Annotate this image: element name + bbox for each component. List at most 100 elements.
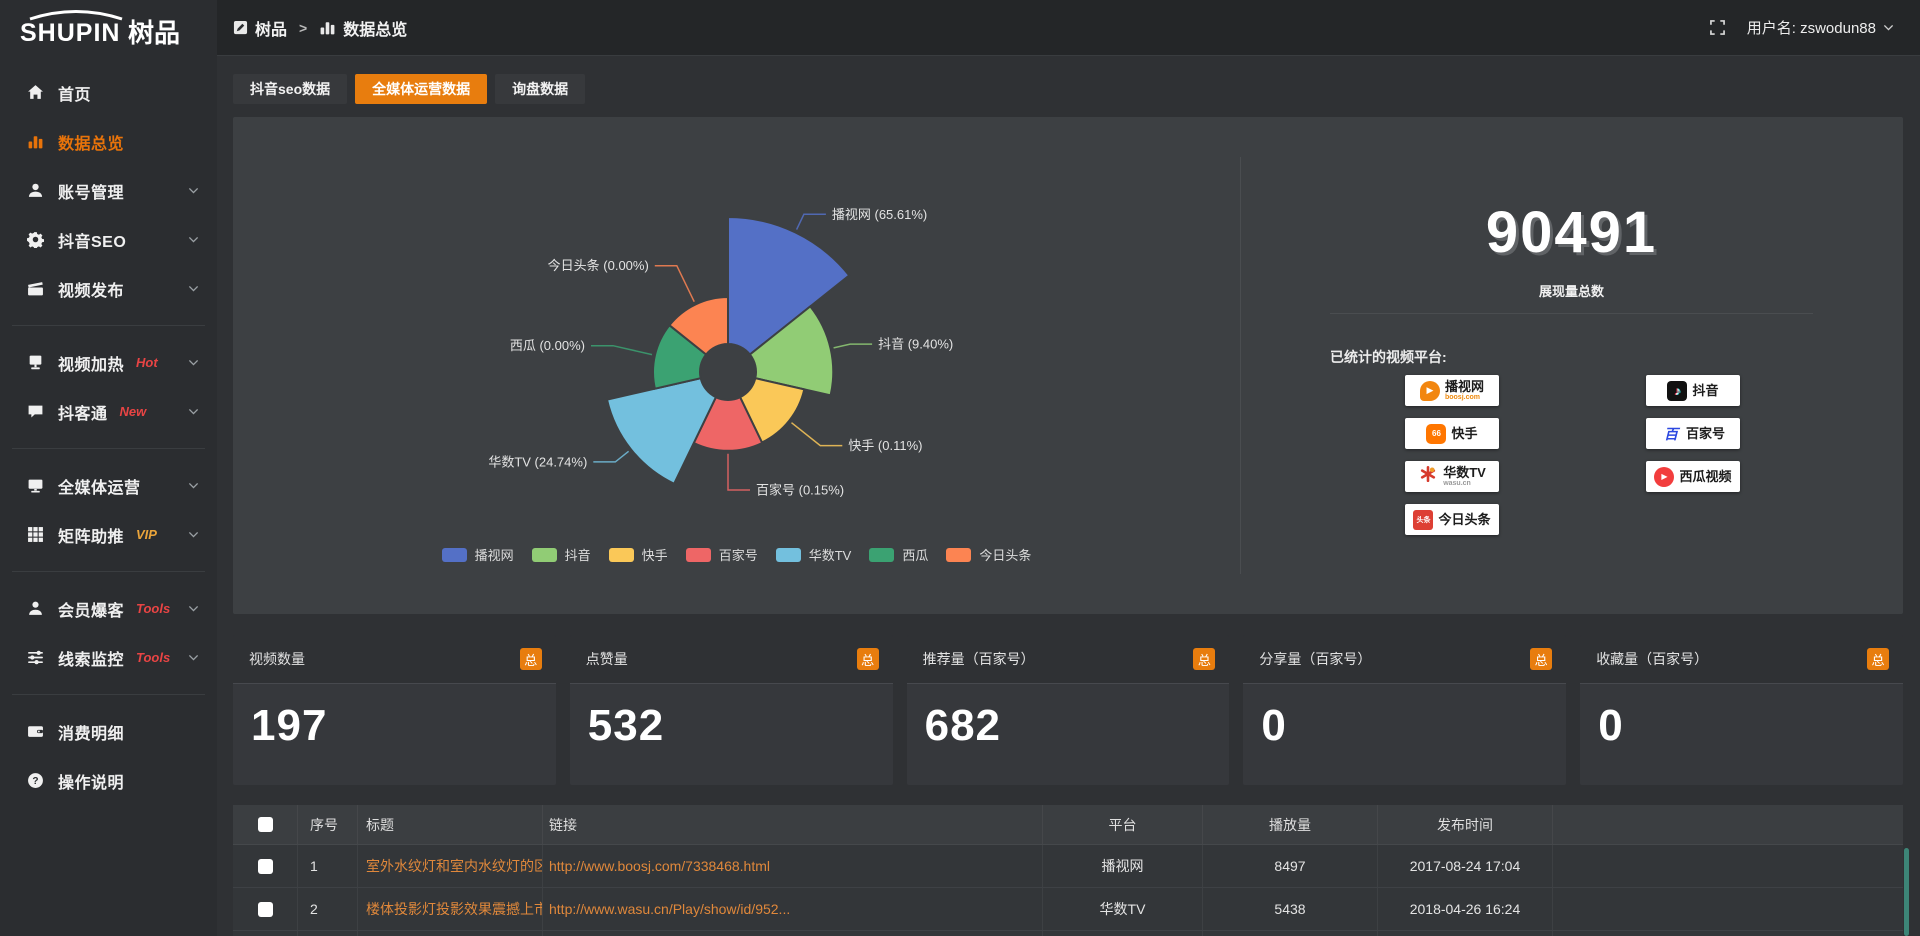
platform-badge-label: 播视网 (1444, 379, 1484, 394)
pane-divider-line (1330, 313, 1813, 314)
overview-panel: 播视网 (65.61%) 抖音 (9.40%) 快手 (0.11%) 百家号 (0.1… (233, 117, 1903, 614)
sidebar-item-data-overview[interactable]: 数据总览 (0, 117, 217, 166)
sidebar-item-member-baoke[interactable]: 会员爆客 Tools (0, 584, 217, 633)
sidebar-item-label: 操作说明 (58, 774, 125, 792)
sidebar-divider (12, 571, 205, 572)
stat-card-total-badge[interactable]: 总 (1530, 648, 1553, 670)
legend-item-播视网[interactable]: 播视网 (441, 545, 514, 564)
user-icon (26, 182, 44, 200)
pie-slice-今日头条[interactable] (667, 295, 729, 356)
cell-platform: 华数TV (1043, 888, 1203, 930)
platform-badges-col1: ▶ 播视网 boosj.com 66 快手 华数TV wasu.cn 头条 今日头条 (1405, 375, 1499, 535)
sidebar-item-label: 视频发布 (58, 282, 125, 300)
sidebar-divider (12, 325, 205, 326)
platform-badge-label: 今日头条 (1438, 511, 1491, 527)
panel-divider (1240, 157, 1241, 574)
fullscreen-icon[interactable] (1709, 20, 1725, 35)
chevron-down-icon (188, 480, 199, 491)
breadcrumb-item-shupin[interactable]: 树品 (233, 16, 287, 40)
sidebar-item-lead-monitor[interactable]: 线索监控 Tools (0, 633, 217, 682)
sidebar-item-matrix-boost[interactable]: 矩阵助推 VIP (0, 510, 217, 559)
stat-card-title: 分享量（百家号） (1259, 651, 1372, 667)
table-header-row: 序号 标题 链接 平台 播放量 发布时间 (233, 805, 1903, 845)
sidebar-item-douyin-seo[interactable]: 抖音SEO (0, 215, 217, 264)
sidebar-item-doukuotong[interactable]: 抖客通 New (0, 387, 217, 436)
legend-item-西瓜[interactable]: 西瓜 (869, 545, 928, 564)
sidebar-item-video-publish[interactable]: 视频发布 (0, 264, 217, 313)
table-row: 2 楼体投影灯投影效果震撼上市 http://www.wasu.cn/Play/sh… (233, 888, 1903, 931)
heat-icon (26, 354, 44, 372)
table-cell (1553, 888, 1903, 930)
stat-card-total-badge[interactable]: 总 (519, 648, 542, 670)
label-leader-line (795, 213, 826, 230)
platform-badge-kuaishou: 66 快手 (1405, 418, 1499, 449)
legend-item-华数TV[interactable]: 华数TV (775, 545, 852, 564)
data-tabs: 抖音seo数据 全媒体运营数据 询盘数据 (233, 74, 1903, 104)
sidebar-item-tag: Tools (136, 650, 171, 665)
stat-card-header: 收藏量（百家号） 总 (1580, 635, 1903, 684)
legend-label: 西瓜 (902, 548, 929, 563)
row-checkbox[interactable] (257, 858, 273, 874)
legend-item-抖音[interactable]: 抖音 (531, 545, 591, 564)
sidebar-item-label: 矩阵助推 (58, 528, 125, 546)
stat-card-video-count: 视频数量 总 197 (233, 635, 556, 785)
legend-item-快手[interactable]: 快手 (608, 545, 668, 564)
app-logo[interactable]: SHUPIN 树品 (0, 0, 217, 58)
scrollbar-thumb[interactable] (1904, 848, 1909, 936)
xigua-logo-icon: ▶ (1654, 466, 1675, 487)
pie-slice-播视网[interactable] (727, 215, 851, 356)
stat-card-title: 收藏量（百家号） (1596, 651, 1709, 667)
sidebar-item-omni-media[interactable]: 全媒体运营 (0, 461, 217, 510)
sidebar-item-label: 抖客通 (58, 405, 108, 423)
sidebar-divider (12, 694, 205, 695)
sidebar-item-label: 首页 (58, 86, 92, 104)
label-leader-line (654, 264, 695, 303)
tab-omni-media-data[interactable]: 全媒体运营数据 (355, 74, 488, 104)
legend-item-百家号[interactable]: 百家号 (685, 545, 758, 564)
row-checkbox[interactable] (257, 901, 273, 917)
pie-slice-华数TV[interactable] (605, 377, 718, 486)
stat-card-total-badge[interactable]: 总 (1193, 648, 1216, 670)
sidebar-item-instructions[interactable]: ? 操作说明 (0, 756, 217, 805)
stat-card-total-badge[interactable]: 总 (856, 648, 879, 670)
sidebar-item-label: 视频加热 (58, 356, 125, 374)
cell-publish-time: 2017-08-24 17:04 (1378, 845, 1553, 887)
table-cell (298, 931, 358, 936)
sidebar-item-video-heating[interactable]: 视频加热 Hot (0, 338, 217, 387)
tab-inquiry-data[interactable]: 询盘数据 (495, 74, 586, 104)
stat-card-total-badge[interactable]: 总 (1866, 648, 1889, 670)
breadcrumb-item-data-overview: 数据总览 (319, 16, 407, 40)
table-cell (1378, 931, 1553, 936)
legend-item-今日头条[interactable]: 今日头条 (946, 545, 1031, 564)
select-all-checkbox[interactable] (257, 817, 273, 832)
breadcrumb-label: 数据总览 (343, 21, 408, 39)
video-url-link[interactable]: http://www.boosj.com/7338468.html (549, 858, 771, 874)
table-cell (358, 931, 543, 936)
toutiao-logo-icon: 头条 (1413, 509, 1434, 530)
stat-card-value: 0 (1261, 701, 1287, 750)
table-cell (1553, 805, 1903, 844)
chevron-down-icon (188, 185, 199, 196)
cell-publish-time: 2018-04-26 16:24 (1378, 888, 1553, 930)
cell-platform: 播视网 (1043, 845, 1203, 887)
platform-badge-sub: wasu.cn (1443, 479, 1471, 487)
legend-label: 华数TV (808, 548, 852, 563)
video-url-link[interactable]: http://www.wasu.cn/Play/show/id/952... (549, 901, 791, 917)
sidebar-item-account-management[interactable]: 账号管理 (0, 166, 217, 215)
label-leader-line (833, 343, 873, 349)
stat-card-value: 682 (924, 701, 1002, 750)
pie-slice-抖音[interactable] (748, 304, 835, 397)
sidebar-item-consumption-detail[interactable]: 消费明细 (0, 707, 217, 756)
slice-label: 播视网 (65.61%) (832, 207, 927, 222)
sidebar-item-label: 线索监控 (58, 651, 125, 669)
tab-douyin-seo-data[interactable]: 抖音seo数据 (233, 74, 348, 104)
total-impressions-value: 90491 (1485, 200, 1658, 265)
sidebar-item-tag: VIP (136, 527, 157, 542)
video-title-link[interactable]: 室外水纹灯和室内水纹灯的区别和简介 (366, 858, 542, 874)
user-menu[interactable]: 用户名: zswodun88 (1747, 17, 1894, 38)
chat-icon (26, 403, 44, 421)
sidebar-item-home[interactable]: 首页 (0, 68, 217, 117)
video-title-link[interactable]: 楼体投影灯投影效果震撼上市 (366, 901, 543, 917)
impressions-pane: 90491 展现量总数 已统计的视频平台: ▶ 播视网 boosj.com 66 快手华… (1240, 117, 1903, 614)
